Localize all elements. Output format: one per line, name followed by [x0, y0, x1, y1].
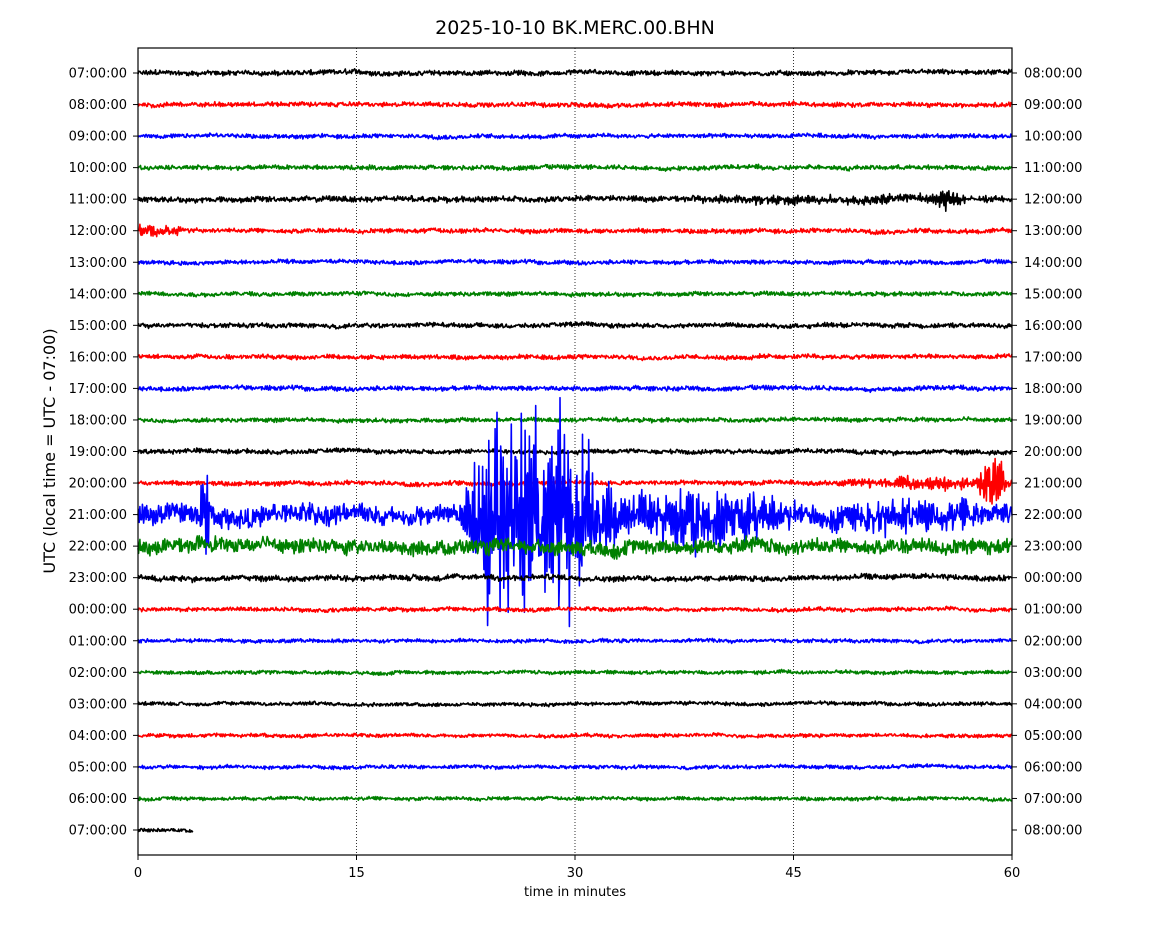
trace-row-10	[137, 384, 1013, 394]
y-tick-label-left: 12:00:00	[69, 224, 127, 239]
y-tick-label-left: 14:00:00	[69, 287, 127, 302]
x-axis-label: time in minutes	[524, 885, 626, 900]
trace-row-13	[137, 457, 1013, 505]
y-tick-label-right: 08:00:00	[1024, 824, 1082, 839]
y-tick-label-right: 13:00:00	[1024, 224, 1082, 239]
y-tick-label-left: 07:00:00	[69, 824, 127, 839]
y-tick-label-left: 09:00:00	[69, 130, 127, 145]
trace-row-17	[137, 605, 1013, 614]
trace-row-23	[137, 795, 1013, 803]
y-tick-label-left: 13:00:00	[69, 256, 127, 271]
x-tick-label: 0	[134, 866, 142, 881]
y-tick-label-right: 12:00:00	[1024, 193, 1082, 208]
y-tick-label-right: 20:00:00	[1024, 445, 1082, 460]
y-tick-label-left: 01:00:00	[69, 634, 127, 649]
y-tick-label-right: 08:00:00	[1024, 67, 1082, 82]
trace-row-22	[137, 763, 1013, 771]
y-tick-label-right: 23:00:00	[1024, 540, 1082, 555]
y-tick-label-left: 18:00:00	[69, 413, 127, 428]
y-tick-label-left: 11:00:00	[69, 193, 127, 208]
y-tick-label-left: 03:00:00	[69, 697, 127, 712]
y-tick-label-right: 11:00:00	[1024, 161, 1082, 176]
trace-row-20	[137, 700, 1013, 708]
y-tick-label-left: 04:00:00	[69, 729, 127, 744]
trace-row-1	[137, 100, 1013, 109]
trace-row-19	[137, 668, 1013, 677]
y-tick-label-right: 02:00:00	[1024, 634, 1082, 649]
y-tick-label-left: 22:00:00	[69, 540, 127, 555]
trace-row-21	[137, 731, 1013, 740]
y-tick-label-left: 07:00:00	[69, 67, 127, 82]
y-tick-label-left: 10:00:00	[69, 161, 127, 176]
y-tick-label-left: 16:00:00	[69, 350, 127, 365]
trace-row-24	[137, 827, 194, 833]
trace-row-6	[137, 258, 1013, 266]
y-tick-label-right: 04:00:00	[1024, 697, 1082, 712]
y-tick-label-left: 19:00:00	[69, 445, 127, 460]
trace-row-18	[137, 637, 1013, 645]
trace-row-14	[137, 396, 1013, 628]
y-tick-label-right: 07:00:00	[1024, 792, 1082, 807]
trace-row-5	[137, 223, 1013, 238]
trace-row-3	[137, 163, 1013, 172]
y-tick-label-left: 15:00:00	[69, 319, 127, 334]
y-tick-label-left: 02:00:00	[69, 666, 127, 681]
trace-row-12	[137, 447, 1013, 457]
chart-title: 2025-10-10 BK.MERC.00.BHN	[435, 17, 715, 39]
trace-row-2	[137, 132, 1013, 141]
y-axis-label: UTC (local time = UTC - 07:00)	[40, 328, 59, 573]
y-tick-label-right: 14:00:00	[1024, 256, 1082, 271]
y-tick-label-right: 16:00:00	[1024, 319, 1082, 334]
x-tick-label: 60	[1004, 866, 1021, 881]
y-tick-label-right: 19:00:00	[1024, 413, 1082, 428]
y-tick-label-right: 05:00:00	[1024, 729, 1082, 744]
y-tick-label-right: 15:00:00	[1024, 287, 1082, 302]
y-tick-label-right: 18:00:00	[1024, 382, 1082, 397]
y-tick-label-left: 08:00:00	[69, 98, 127, 113]
y-tick-label-right: 06:00:00	[1024, 760, 1082, 775]
y-tick-label-left: 23:00:00	[69, 571, 127, 586]
y-tick-label-left: 05:00:00	[69, 760, 127, 775]
y-tick-label-left: 21:00:00	[69, 508, 127, 523]
x-tick-label: 15	[348, 866, 365, 881]
x-tick-label: 45	[785, 866, 802, 881]
y-tick-label-right: 21:00:00	[1024, 477, 1082, 492]
y-tick-label-right: 09:00:00	[1024, 98, 1082, 113]
trace-row-7	[137, 290, 1013, 298]
trace-row-8	[137, 321, 1013, 330]
x-tick-label: 30	[567, 866, 584, 881]
y-tick-label-right: 03:00:00	[1024, 666, 1082, 681]
y-tick-label-left: 06:00:00	[69, 792, 127, 807]
trace-row-4	[137, 190, 1013, 212]
y-tick-label-left: 20:00:00	[69, 477, 127, 492]
y-tick-label-right: 01:00:00	[1024, 603, 1082, 618]
trace-row-15	[137, 534, 1013, 560]
y-tick-label-right: 00:00:00	[1024, 571, 1082, 586]
y-tick-label-right: 10:00:00	[1024, 130, 1082, 145]
y-tick-label-right: 17:00:00	[1024, 350, 1082, 365]
y-tick-label-left: 17:00:00	[69, 382, 127, 397]
trace-row-16	[137, 572, 1013, 584]
y-tick-label-right: 22:00:00	[1024, 508, 1082, 523]
trace-row-9	[137, 352, 1013, 362]
trace-row-11	[137, 416, 1013, 424]
y-tick-label-left: 00:00:00	[69, 603, 127, 618]
trace-row-0	[137, 68, 1013, 77]
